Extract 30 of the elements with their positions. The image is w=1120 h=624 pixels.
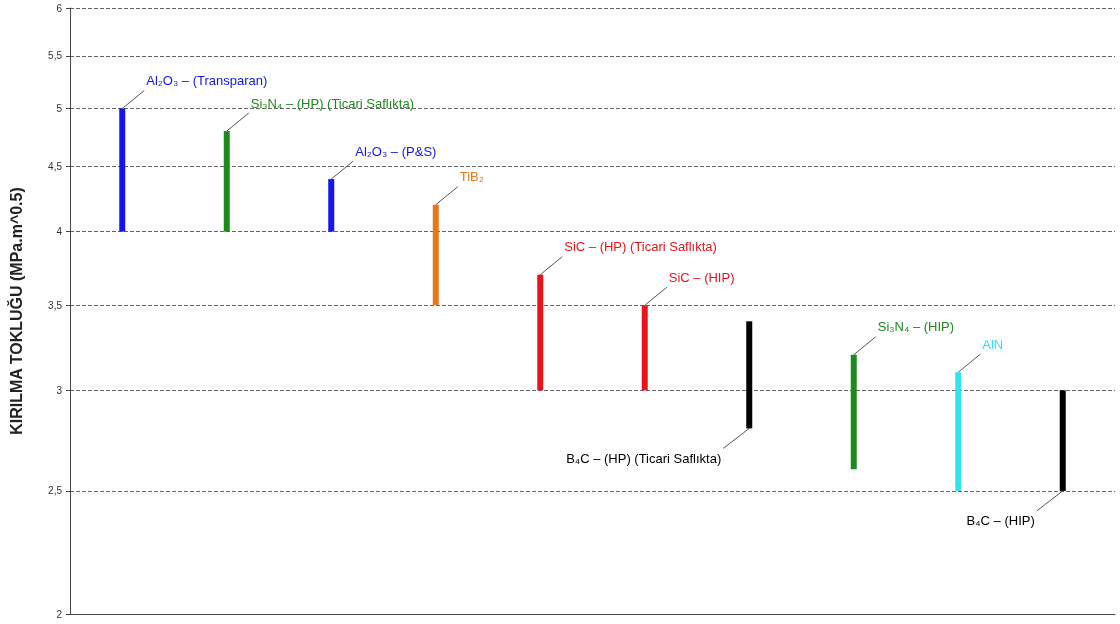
annotation: AlN [982,336,1004,352]
y-tick-label: 2,5 [48,485,63,497]
y-axis-title: KIRILMA TOKLUĞU (MPa.m^0.5) [6,187,25,435]
y-tick-label: 5,5 [48,50,63,62]
y-tick-label: 3 [56,384,63,396]
y-tick-label: 3,5 [48,299,63,311]
bar [432,204,439,306]
bar [746,321,753,429]
bar [223,131,230,232]
annotation: SiC – (HP) (Ticari Saflıkta) [564,239,717,255]
annotation: Si₃N₄ – (HP) (Ticari Saflıkta) [250,95,414,111]
annotation: B₄C – (HP) (Ticari Saflıkta) [566,450,722,466]
annotation: B₄C – (HIP) [966,513,1035,529]
bar [641,305,648,391]
bar [1059,390,1066,491]
annotation: Al₂O₃ – (Transparan) [146,73,268,89]
y-tick-label: 6 [56,2,63,14]
annotation: SiC – (HIP) [668,269,735,285]
bar [850,354,857,470]
y-tick-label: 4 [56,226,63,238]
annotation: Al₂O₃ – (P&S) [355,143,437,159]
bar [328,179,335,232]
bar [119,108,126,232]
annotation: TiB₂ [459,169,484,185]
bar [955,372,962,491]
y-tick-label: 2 [56,608,63,620]
annotation: Si₃N₄ – (HIP) [877,319,955,335]
y-tick-label: 5 [56,103,63,115]
y-tick-label: 4,5 [48,161,63,173]
bar [537,274,544,391]
